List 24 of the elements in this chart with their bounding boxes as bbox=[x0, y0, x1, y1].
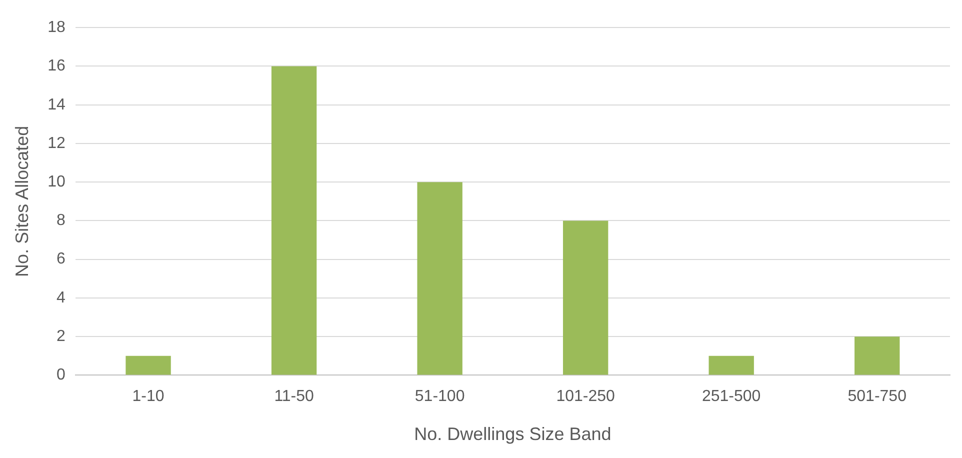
x-tick-label: 251-500 bbox=[702, 388, 761, 406]
x-tick-label: 501-750 bbox=[848, 388, 907, 406]
x-tick-label: 101-250 bbox=[556, 388, 616, 406]
x-tick-label: 51-100 bbox=[414, 388, 465, 406]
y-tick-label: 0 bbox=[56, 366, 66, 384]
y-axis-title: No. Sites Allocated bbox=[12, 126, 32, 277]
y-tick-label: 2 bbox=[56, 328, 66, 345]
x-tick-label: 11-50 bbox=[274, 388, 314, 406]
y-tick-label: 8 bbox=[56, 212, 66, 230]
x-tick-label: 1-10 bbox=[132, 388, 164, 406]
bar bbox=[854, 336, 900, 375]
y-tick-label: 14 bbox=[48, 96, 66, 114]
bar bbox=[126, 356, 171, 375]
x-axis-title: No. Dwellings Size Band bbox=[414, 424, 612, 444]
bar bbox=[417, 182, 462, 375]
bar bbox=[708, 356, 754, 375]
y-tick-label: 10 bbox=[48, 173, 66, 190]
y-tick-label: 16 bbox=[48, 58, 66, 75]
y-tick-label: 18 bbox=[48, 19, 66, 36]
y-tick-label: 12 bbox=[48, 134, 66, 152]
bar bbox=[271, 66, 317, 375]
y-tick-label: 6 bbox=[56, 250, 66, 268]
y-tick-label: 4 bbox=[56, 289, 66, 306]
bar bbox=[562, 220, 608, 375]
